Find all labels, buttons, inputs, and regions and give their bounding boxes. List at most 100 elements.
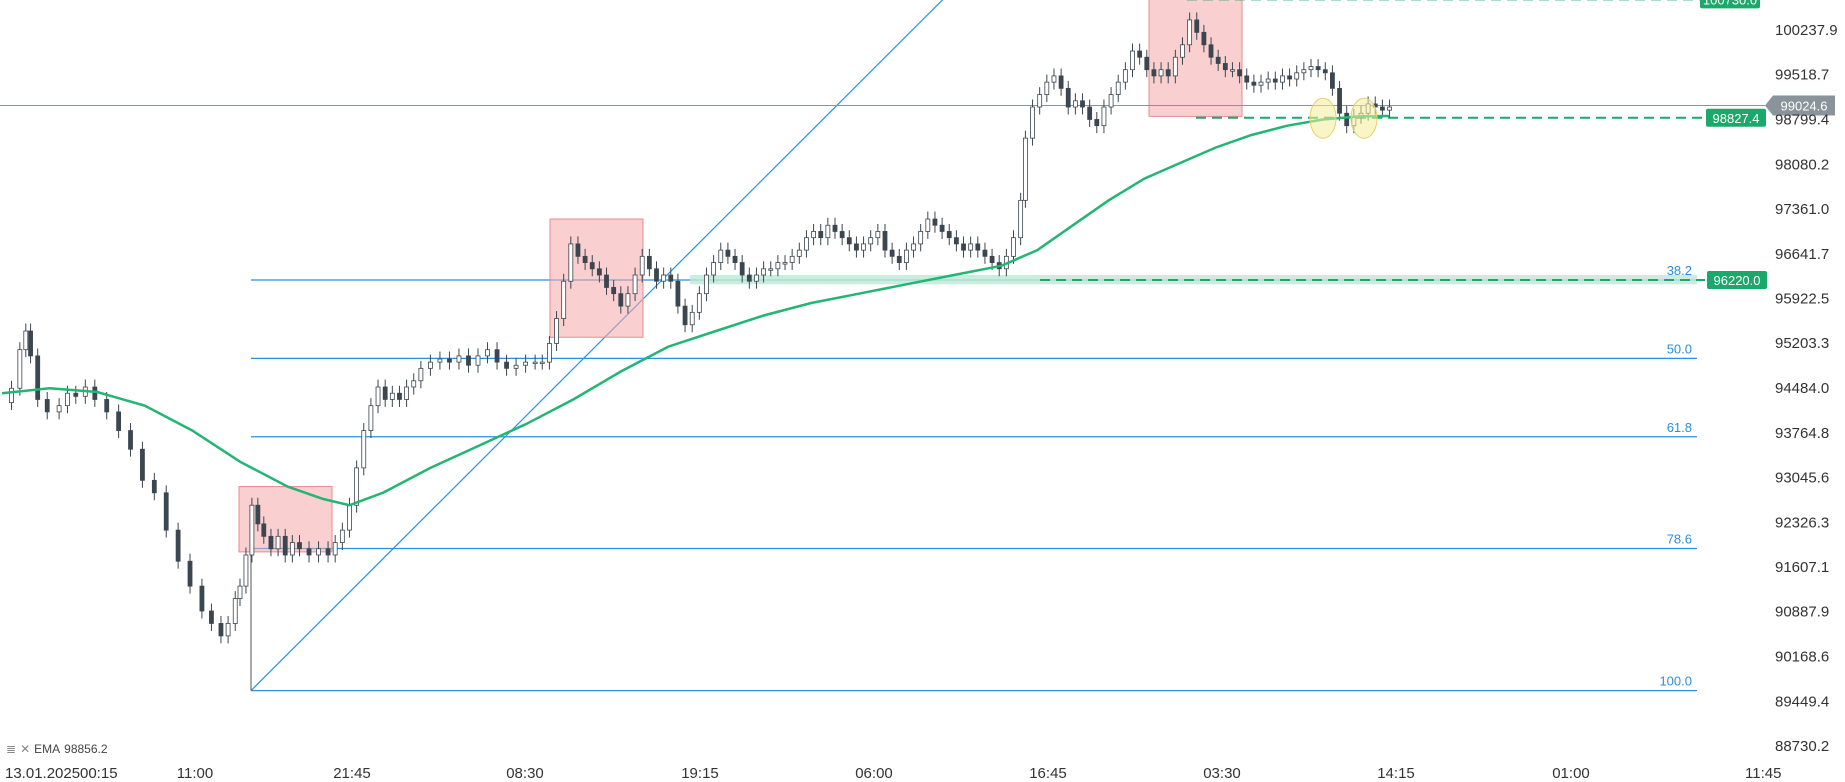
candle-body [818, 231, 824, 239]
candle-body [839, 231, 845, 239]
y-tick-label: 89449.4 [1775, 693, 1829, 710]
candle-body [104, 399, 110, 413]
consolidation-box [1148, 0, 1243, 117]
candle-body [1051, 75, 1057, 83]
candle-body [596, 268, 602, 276]
candle-body [911, 243, 916, 251]
candle-body [65, 392, 70, 407]
candle-body [1208, 44, 1214, 58]
candle-body [1280, 75, 1285, 83]
candle-body [243, 554, 249, 587]
candle-body [846, 237, 852, 245]
candle-body [1044, 81, 1050, 95]
candle-body [1222, 63, 1228, 71]
candle-body [754, 274, 759, 282]
candle-body [868, 237, 874, 245]
candle-body [1180, 44, 1185, 58]
candle-body [389, 392, 395, 400]
close-icon[interactable]: ✕ [20, 742, 31, 756]
candle-body [23, 330, 29, 351]
fib-level-label: 50.0 [1667, 341, 1692, 356]
candle-body [946, 231, 952, 239]
candle-body [1072, 100, 1078, 108]
candle-body [904, 249, 909, 263]
candle-body [768, 268, 774, 271]
y-tick-label: 94484.0 [1775, 380, 1829, 397]
touch-highlight [1350, 97, 1378, 139]
candle-body [789, 255, 795, 263]
candle-body [456, 355, 462, 363]
candle-body [625, 293, 631, 307]
candle-body [782, 262, 788, 265]
x-tick-label: 08:30 [506, 765, 544, 782]
candle-body [646, 255, 652, 270]
candle-body [418, 367, 424, 382]
candle-body [718, 249, 724, 263]
candle-body [332, 542, 338, 556]
candle-body [1308, 66, 1314, 71]
x-tick-label: 16:45 [1029, 765, 1067, 782]
candle-body [485, 349, 490, 357]
candle-body [437, 358, 443, 363]
candle-body [275, 535, 281, 550]
price-badge [1700, 0, 1760, 9]
candle-body [1322, 69, 1328, 74]
candle-body [361, 430, 367, 469]
y-tick-label: 93764.8 [1775, 425, 1829, 442]
candle-body [1201, 31, 1207, 46]
y-tick-label: 93045.6 [1775, 469, 1829, 486]
candle-body [427, 361, 433, 369]
candle-body [611, 287, 617, 295]
candle-body [268, 535, 274, 550]
settings-icon[interactable]: ≣ [6, 742, 17, 756]
candle-body [1258, 81, 1264, 86]
candle-body [494, 349, 500, 363]
candle-body [1315, 66, 1321, 71]
candle-body [568, 243, 574, 282]
candle-body [875, 231, 881, 239]
candle-body [1230, 69, 1235, 72]
candle-body [375, 386, 381, 407]
candle-body [1187, 19, 1193, 46]
candle-body [825, 224, 831, 239]
fib-level-label: 61.8 [1667, 420, 1692, 435]
candle-body [1244, 75, 1250, 83]
candle-body [704, 274, 709, 295]
candle-body [882, 231, 888, 251]
candle-body [1330, 72, 1335, 89]
candle-body [989, 255, 995, 263]
candle-body [1108, 94, 1114, 108]
candle-body [1023, 137, 1028, 201]
y-tick-label: 91607.1 [1775, 559, 1829, 576]
fib-level-label: 100.0 [1659, 674, 1692, 689]
x-tick-label: 01:00 [1552, 765, 1590, 782]
candle-body [282, 535, 288, 556]
candle-body [1058, 75, 1064, 89]
candle-body [639, 255, 645, 276]
candle-body [1287, 75, 1292, 80]
candle-body [854, 243, 859, 251]
candle-body [1265, 78, 1271, 83]
x-tick-label: 03:30 [1203, 765, 1241, 782]
candle-body [116, 411, 122, 431]
candle-body [1158, 69, 1164, 77]
candle-body [1011, 237, 1016, 257]
candle-body [249, 504, 255, 556]
candle-body [289, 542, 295, 556]
candle-body [925, 218, 931, 232]
x-axis: 13.01.2025 00:15 11:00 21:45 08:30 19:15 06:00… [5, 765, 1781, 782]
candle-body [739, 262, 745, 276]
fib-level-label: 38.2 [1667, 263, 1692, 278]
y-tick-label: 95922.5 [1775, 291, 1829, 308]
candle-body [1087, 106, 1093, 120]
candle-body [711, 262, 717, 276]
candle-body [1065, 87, 1071, 108]
x-tick-label: 19:15 [681, 765, 719, 782]
candle-body [932, 218, 938, 226]
candle-body [1101, 106, 1107, 127]
fib-level-label: 78.6 [1667, 531, 1692, 546]
candle-body [339, 529, 345, 543]
candle-body [92, 386, 98, 400]
price-badge [1707, 270, 1767, 289]
